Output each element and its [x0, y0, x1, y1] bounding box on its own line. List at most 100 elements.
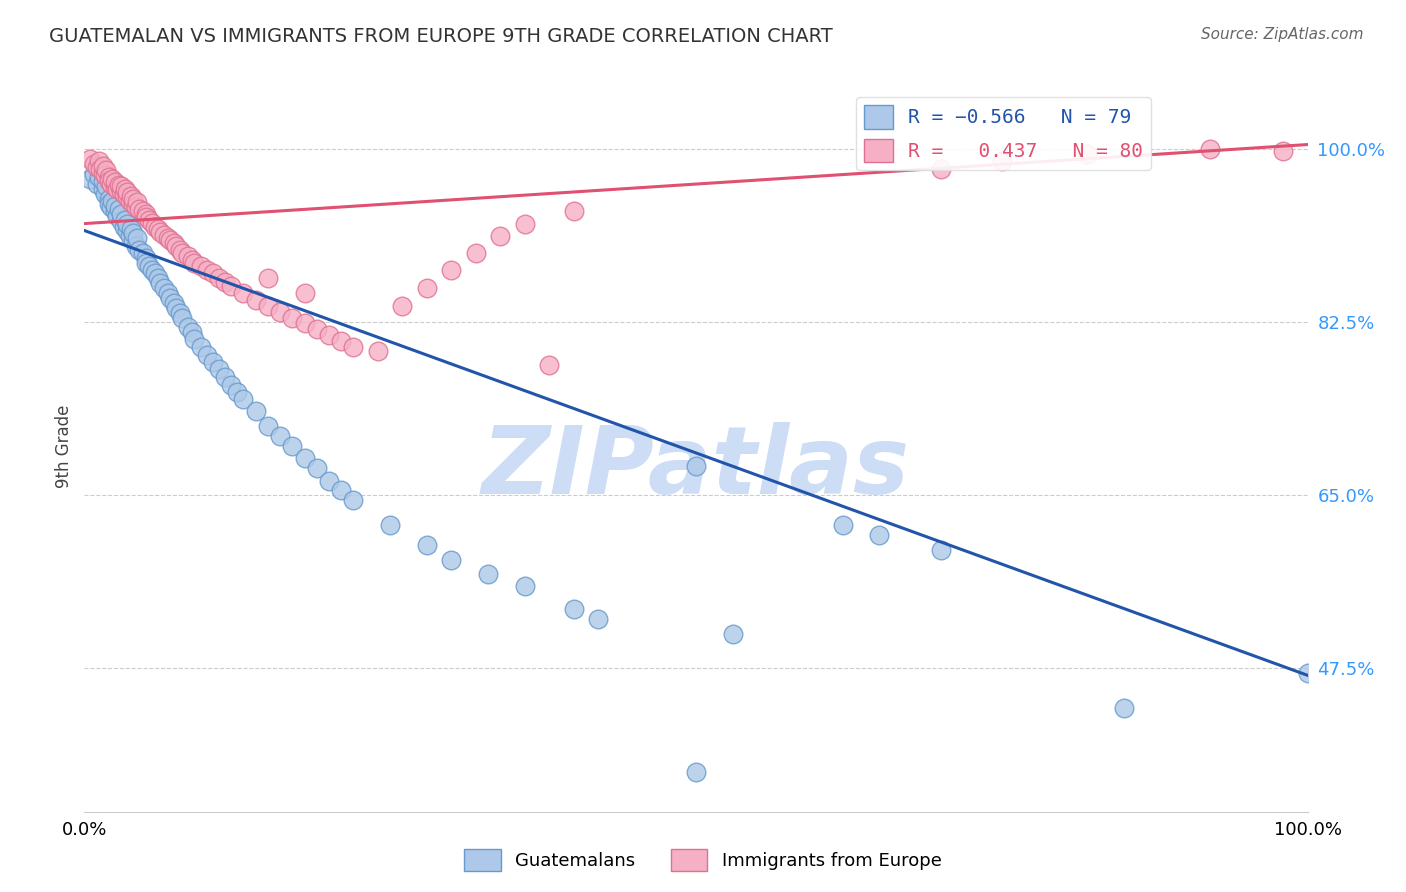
- Point: [929, 542, 952, 557]
- Point: [169, 244, 191, 258]
- Point: [159, 234, 181, 248]
- Point: [380, 518, 402, 533]
- Point: [208, 362, 231, 376]
- Point: [122, 227, 145, 241]
- Point: [318, 474, 340, 488]
- Point: [110, 179, 132, 194]
- Point: [141, 216, 163, 230]
- Point: [135, 256, 157, 270]
- Point: [115, 190, 138, 204]
- Point: [1272, 145, 1295, 159]
- Point: [416, 281, 439, 295]
- Point: [1296, 666, 1319, 681]
- Point: [489, 229, 512, 244]
- Point: [115, 217, 138, 231]
- Point: [143, 266, 166, 280]
- Point: [831, 518, 853, 533]
- Point: [165, 301, 187, 315]
- Point: [132, 246, 155, 260]
- Point: [177, 249, 200, 263]
- Point: [91, 166, 114, 180]
- Point: [91, 174, 114, 188]
- Point: [104, 175, 127, 189]
- Point: [562, 203, 585, 218]
- Point: [281, 310, 304, 325]
- Point: [391, 299, 413, 313]
- Legend: Guatemalans, Immigrants from Europe: Guatemalans, Immigrants from Europe: [457, 842, 949, 879]
- Text: ZIPatlas: ZIPatlas: [482, 422, 910, 514]
- Point: [118, 229, 141, 244]
- Point: [94, 186, 117, 201]
- Point: [105, 209, 128, 223]
- Point: [269, 304, 291, 318]
- Point: [183, 256, 205, 270]
- Point: [190, 259, 212, 273]
- Point: [100, 200, 122, 214]
- Point: [214, 369, 236, 384]
- Point: [107, 178, 129, 192]
- Point: [141, 263, 163, 277]
- Point: [138, 212, 160, 227]
- Point: [214, 275, 236, 289]
- Point: [120, 221, 142, 235]
- Point: [79, 172, 101, 186]
- Point: [104, 199, 127, 213]
- Point: [181, 326, 204, 340]
- Point: [1114, 701, 1136, 715]
- Point: [83, 167, 105, 181]
- Point: [125, 194, 148, 209]
- Point: [120, 189, 142, 203]
- Point: [477, 567, 499, 582]
- Point: [245, 404, 267, 418]
- Point: [115, 185, 138, 199]
- Point: [416, 538, 439, 552]
- Point: [100, 177, 122, 191]
- Point: [183, 332, 205, 346]
- Point: [128, 244, 150, 258]
- Point: [257, 271, 280, 285]
- Point: [1076, 147, 1098, 161]
- Point: [79, 153, 101, 167]
- Point: [86, 161, 108, 175]
- Point: [342, 493, 364, 508]
- Point: [125, 231, 148, 245]
- Point: [163, 295, 186, 310]
- Point: [110, 184, 132, 198]
- Point: [159, 291, 181, 305]
- Point: [195, 263, 218, 277]
- Point: [97, 197, 120, 211]
- Point: [135, 207, 157, 221]
- Point: [305, 460, 328, 475]
- Point: [177, 320, 200, 334]
- Point: [153, 228, 176, 243]
- Point: [122, 234, 145, 248]
- Point: [232, 392, 254, 406]
- Point: [294, 317, 316, 331]
- Point: [104, 180, 127, 194]
- Point: [208, 271, 231, 285]
- Point: [281, 439, 304, 453]
- Point: [219, 278, 242, 293]
- Point: [101, 194, 124, 208]
- Point: [89, 162, 111, 177]
- Point: [107, 202, 129, 216]
- Point: [118, 194, 141, 208]
- Point: [367, 344, 389, 359]
- Point: [294, 285, 316, 300]
- Point: [114, 212, 136, 227]
- Point: [294, 450, 316, 465]
- Point: [440, 552, 463, 566]
- Point: [97, 192, 120, 206]
- Point: [257, 299, 280, 313]
- Point: [86, 177, 108, 191]
- Point: [226, 384, 249, 399]
- Point: [122, 197, 145, 211]
- Point: [342, 340, 364, 354]
- Point: [685, 765, 707, 780]
- Point: [330, 483, 353, 498]
- Point: [257, 419, 280, 434]
- Point: [104, 203, 127, 218]
- Point: [114, 182, 136, 196]
- Point: [135, 210, 157, 224]
- Point: [149, 226, 172, 240]
